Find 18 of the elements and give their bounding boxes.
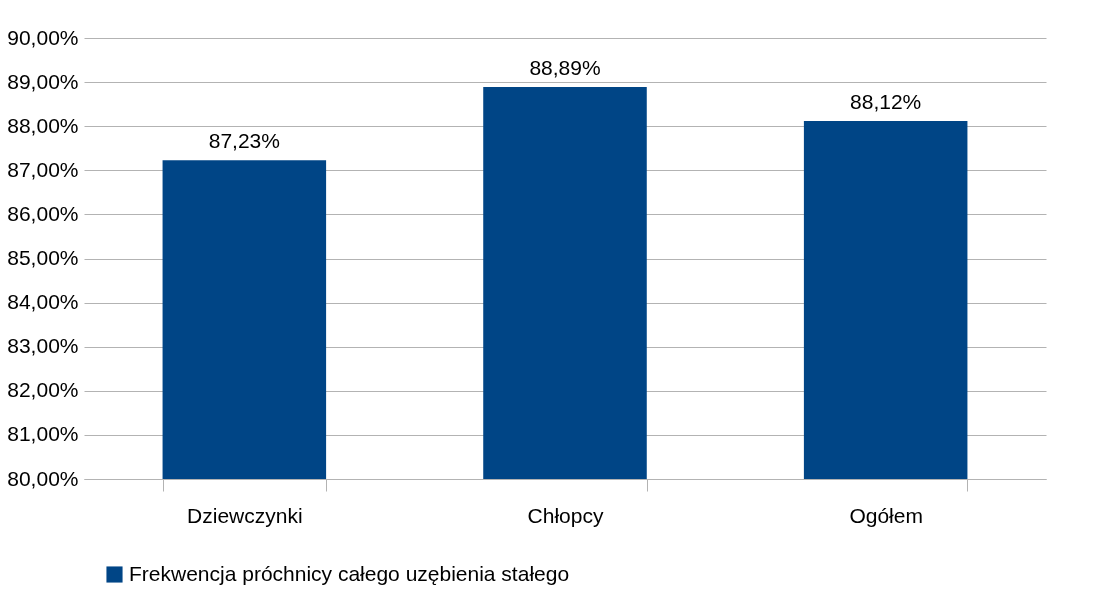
x-tick-label: Ogółem xyxy=(849,503,923,527)
y-tick-label: 82,00% xyxy=(7,378,79,402)
x-tick-label: Dziewczynki xyxy=(187,503,303,527)
data-label: 87,23% xyxy=(208,129,280,153)
data-label: 88,12% xyxy=(850,89,922,113)
y-tick-label: 90,00% xyxy=(7,25,79,49)
data-label: 88,89% xyxy=(529,55,601,79)
y-tick-label: 85,00% xyxy=(7,246,79,269)
y-tick-label: 89,00% xyxy=(7,69,79,93)
y-tick-label: 88,00% xyxy=(7,113,79,137)
y-tick-label: 80,00% xyxy=(7,466,79,490)
x-tick-label: Chłopcy xyxy=(527,503,604,527)
y-tick-label: 83,00% xyxy=(7,334,79,358)
y-tick-label: 86,00% xyxy=(7,201,79,225)
y-tick-label: 87,00% xyxy=(7,157,79,181)
legend-label: Frekwencja próchnicy całego uzębienia stałego xyxy=(129,561,570,585)
y-tick-label: 81,00% xyxy=(7,422,79,446)
y-tick-label: 84,00% xyxy=(7,290,79,314)
